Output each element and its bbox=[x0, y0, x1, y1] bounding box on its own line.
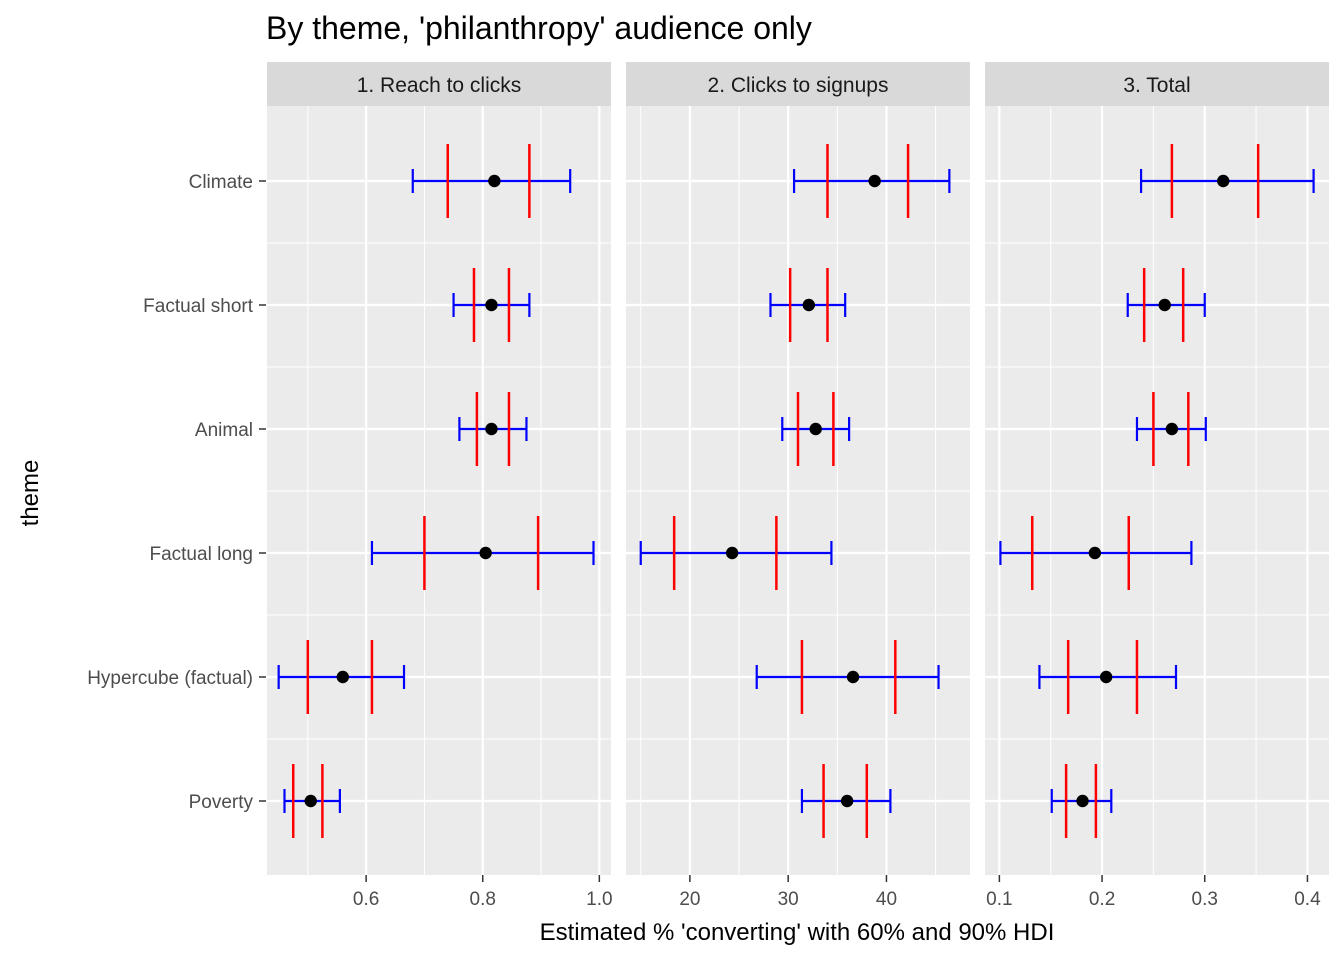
point-estimate bbox=[1088, 546, 1102, 560]
x-tick-label: 0.2 bbox=[1089, 889, 1115, 910]
point-estimate bbox=[840, 794, 854, 808]
point-estimate bbox=[1165, 422, 1179, 436]
point-estimate bbox=[304, 794, 317, 808]
facet-panel: 2. Clicks to signups 20 30 40 bbox=[626, 62, 970, 910]
point-estimate bbox=[1099, 670, 1113, 684]
x-tick-label: 20 bbox=[679, 889, 700, 910]
x-tick-label: 1.0 bbox=[586, 889, 612, 910]
facet-strip bbox=[626, 62, 970, 106]
x-tick-label: 0.3 bbox=[1192, 889, 1218, 910]
point-estimate bbox=[1158, 298, 1171, 312]
point-estimate bbox=[488, 174, 501, 188]
facet-panel: 1. Reach to clicks 0.6 0.8 1.0 bbox=[267, 62, 613, 910]
facet-strip bbox=[267, 62, 611, 106]
point-estimate bbox=[485, 422, 498, 436]
x-tick-label: 0.1 bbox=[986, 889, 1012, 910]
x-tick-label: 0.8 bbox=[470, 889, 496, 910]
x-axis-title: Estimated % 'converting' with 60% and 90… bbox=[540, 919, 1055, 946]
x-tick-label: 0.4 bbox=[1294, 889, 1321, 910]
y-tick-label: Animal bbox=[195, 420, 253, 441]
y-tick-label: Factual short bbox=[143, 296, 254, 317]
point-estimate bbox=[1076, 794, 1089, 808]
chart-title: By theme, 'philanthropy' audience only bbox=[266, 10, 812, 46]
point-estimate bbox=[336, 670, 349, 684]
point-estimate bbox=[1217, 174, 1230, 188]
y-tick-label: Climate bbox=[189, 172, 253, 193]
point-estimate bbox=[725, 546, 739, 560]
y-tick-label: Poverty bbox=[189, 792, 254, 813]
facet-panels: 1. Reach to clicks 0.6 0.8 1.0 2. Clicks to … bbox=[267, 62, 1329, 910]
x-tick-label: 40 bbox=[876, 889, 897, 910]
y-tick-label: Factual long bbox=[149, 544, 253, 565]
y-axis: Climate Factual short Animal Factual long Hy… bbox=[87, 172, 266, 813]
point-estimate bbox=[868, 174, 881, 188]
point-estimate bbox=[485, 298, 498, 312]
point-estimate bbox=[809, 422, 822, 436]
facet-strip-label: 1. Reach to clicks bbox=[357, 74, 522, 97]
y-tick-label: Hypercube (factual) bbox=[87, 668, 253, 689]
point-estimate bbox=[479, 546, 492, 560]
facet-strip-label: 2. Clicks to signups bbox=[708, 74, 889, 97]
facet-strip-label: 3. Total bbox=[1123, 74, 1190, 97]
point-estimate bbox=[846, 670, 860, 684]
x-tick-label: 0.6 bbox=[353, 889, 379, 910]
point-estimate bbox=[802, 298, 816, 312]
facet-strip bbox=[985, 62, 1329, 106]
facet-panel: 3. Total 0.1 0.2 0.3 0.4 bbox=[985, 62, 1329, 910]
x-tick-label: 30 bbox=[778, 889, 799, 910]
y-axis-title: theme bbox=[17, 460, 44, 527]
